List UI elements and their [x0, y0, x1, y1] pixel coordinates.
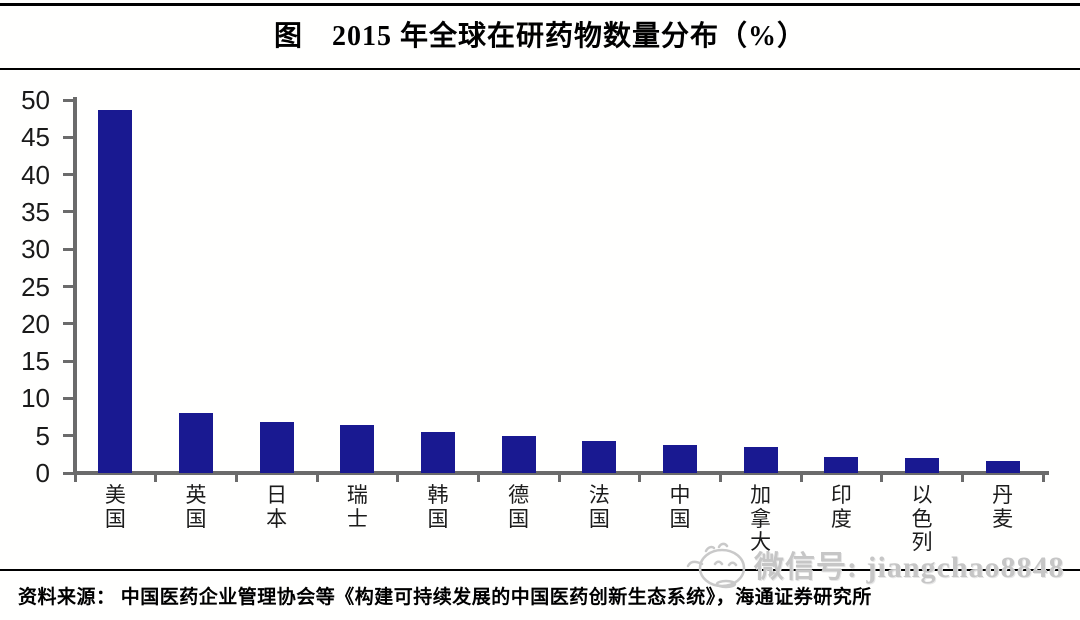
y-axis-tick — [63, 322, 77, 326]
bar — [340, 425, 375, 473]
x-axis-tick — [718, 473, 722, 482]
y-axis-tick — [63, 173, 77, 177]
x-axis-tick — [396, 473, 400, 482]
x-axis-label: 美国 — [104, 483, 126, 531]
y-axis-tick — [63, 210, 77, 214]
bar — [743, 446, 778, 473]
bar — [259, 421, 294, 473]
y-axis-tick-label: 15 — [21, 346, 50, 377]
title-divider-line — [0, 68, 1080, 70]
bar — [421, 431, 455, 473]
y-axis-tick-label: 5 — [35, 420, 50, 451]
x-axis-tick — [880, 473, 884, 482]
y-axis-tick — [63, 359, 77, 363]
y-axis-tick — [63, 396, 77, 400]
bar — [905, 458, 939, 473]
top-border-line — [0, 3, 1080, 6]
x-axis-label: 中国 — [669, 483, 691, 531]
y-axis-tick — [63, 285, 77, 288]
x-axis-tick — [476, 473, 480, 482]
footer-divider-line — [0, 569, 1080, 571]
y-axis-tick — [63, 471, 77, 475]
x-axis-label: 英国 — [185, 483, 207, 531]
chart-title: 图 2015 年全球在研药物数量分布（%） — [273, 21, 806, 52]
x-axis-tick — [234, 473, 238, 482]
x-axis-label: 德国 — [508, 483, 530, 531]
bar — [985, 461, 1020, 473]
bar — [824, 457, 859, 473]
x-axis-tick — [1041, 473, 1045, 482]
y-axis-tick — [63, 98, 77, 102]
x-axis-label: 瑞士 — [346, 483, 368, 531]
y-axis-tick-label: 25 — [21, 271, 50, 302]
x-axis-label: 韩国 — [427, 483, 449, 531]
x-axis-tick — [315, 473, 319, 482]
y-axis-tick-label: 50 — [21, 85, 50, 115]
y-axis-tick — [63, 135, 77, 139]
y-axis-tick-label: 40 — [21, 159, 50, 190]
bar — [179, 413, 213, 473]
x-axis-label: 印度 — [830, 483, 852, 531]
y-axis-tick-label: 20 — [21, 308, 50, 339]
watermark: 微信号: jiangchao8848 — [686, 538, 1065, 590]
y-axis-tick-label: 30 — [21, 234, 50, 265]
x-axis-tick — [960, 473, 964, 482]
bar — [501, 435, 536, 473]
x-axis-label: 丹麦 — [992, 483, 1014, 531]
watermark-text: 微信号: jiangchao8848 — [754, 551, 1065, 584]
bar — [98, 109, 133, 473]
wechat-mascot-icon — [686, 542, 746, 589]
x-axis-label: 日本 — [266, 483, 288, 531]
x-axis-tick — [154, 473, 158, 482]
x-axis-label: 加拿大 — [750, 483, 772, 555]
bar — [663, 444, 697, 473]
y-axis-tick-label: 10 — [21, 383, 50, 414]
x-axis-label: 以色列 — [911, 483, 933, 555]
y-axis-tick — [63, 434, 77, 438]
x-axis-tick — [557, 473, 561, 482]
y-axis-tick-label: 0 — [35, 458, 50, 488]
x-axis-line — [73, 471, 1049, 475]
x-axis-tick — [638, 473, 642, 482]
bar — [582, 440, 617, 473]
x-axis-label: 法国 — [588, 483, 610, 531]
y-axis-tick-label: 35 — [21, 196, 50, 227]
x-axis-tick — [73, 473, 77, 482]
source-note: 资料来源： 中国医药企业管理协会等《构建可持续发展的中国医药创新生态系统》，海通… — [18, 587, 872, 608]
y-axis-tick — [63, 247, 77, 251]
y-axis-tick-label: 45 — [21, 122, 50, 153]
x-axis-tick — [799, 473, 803, 482]
